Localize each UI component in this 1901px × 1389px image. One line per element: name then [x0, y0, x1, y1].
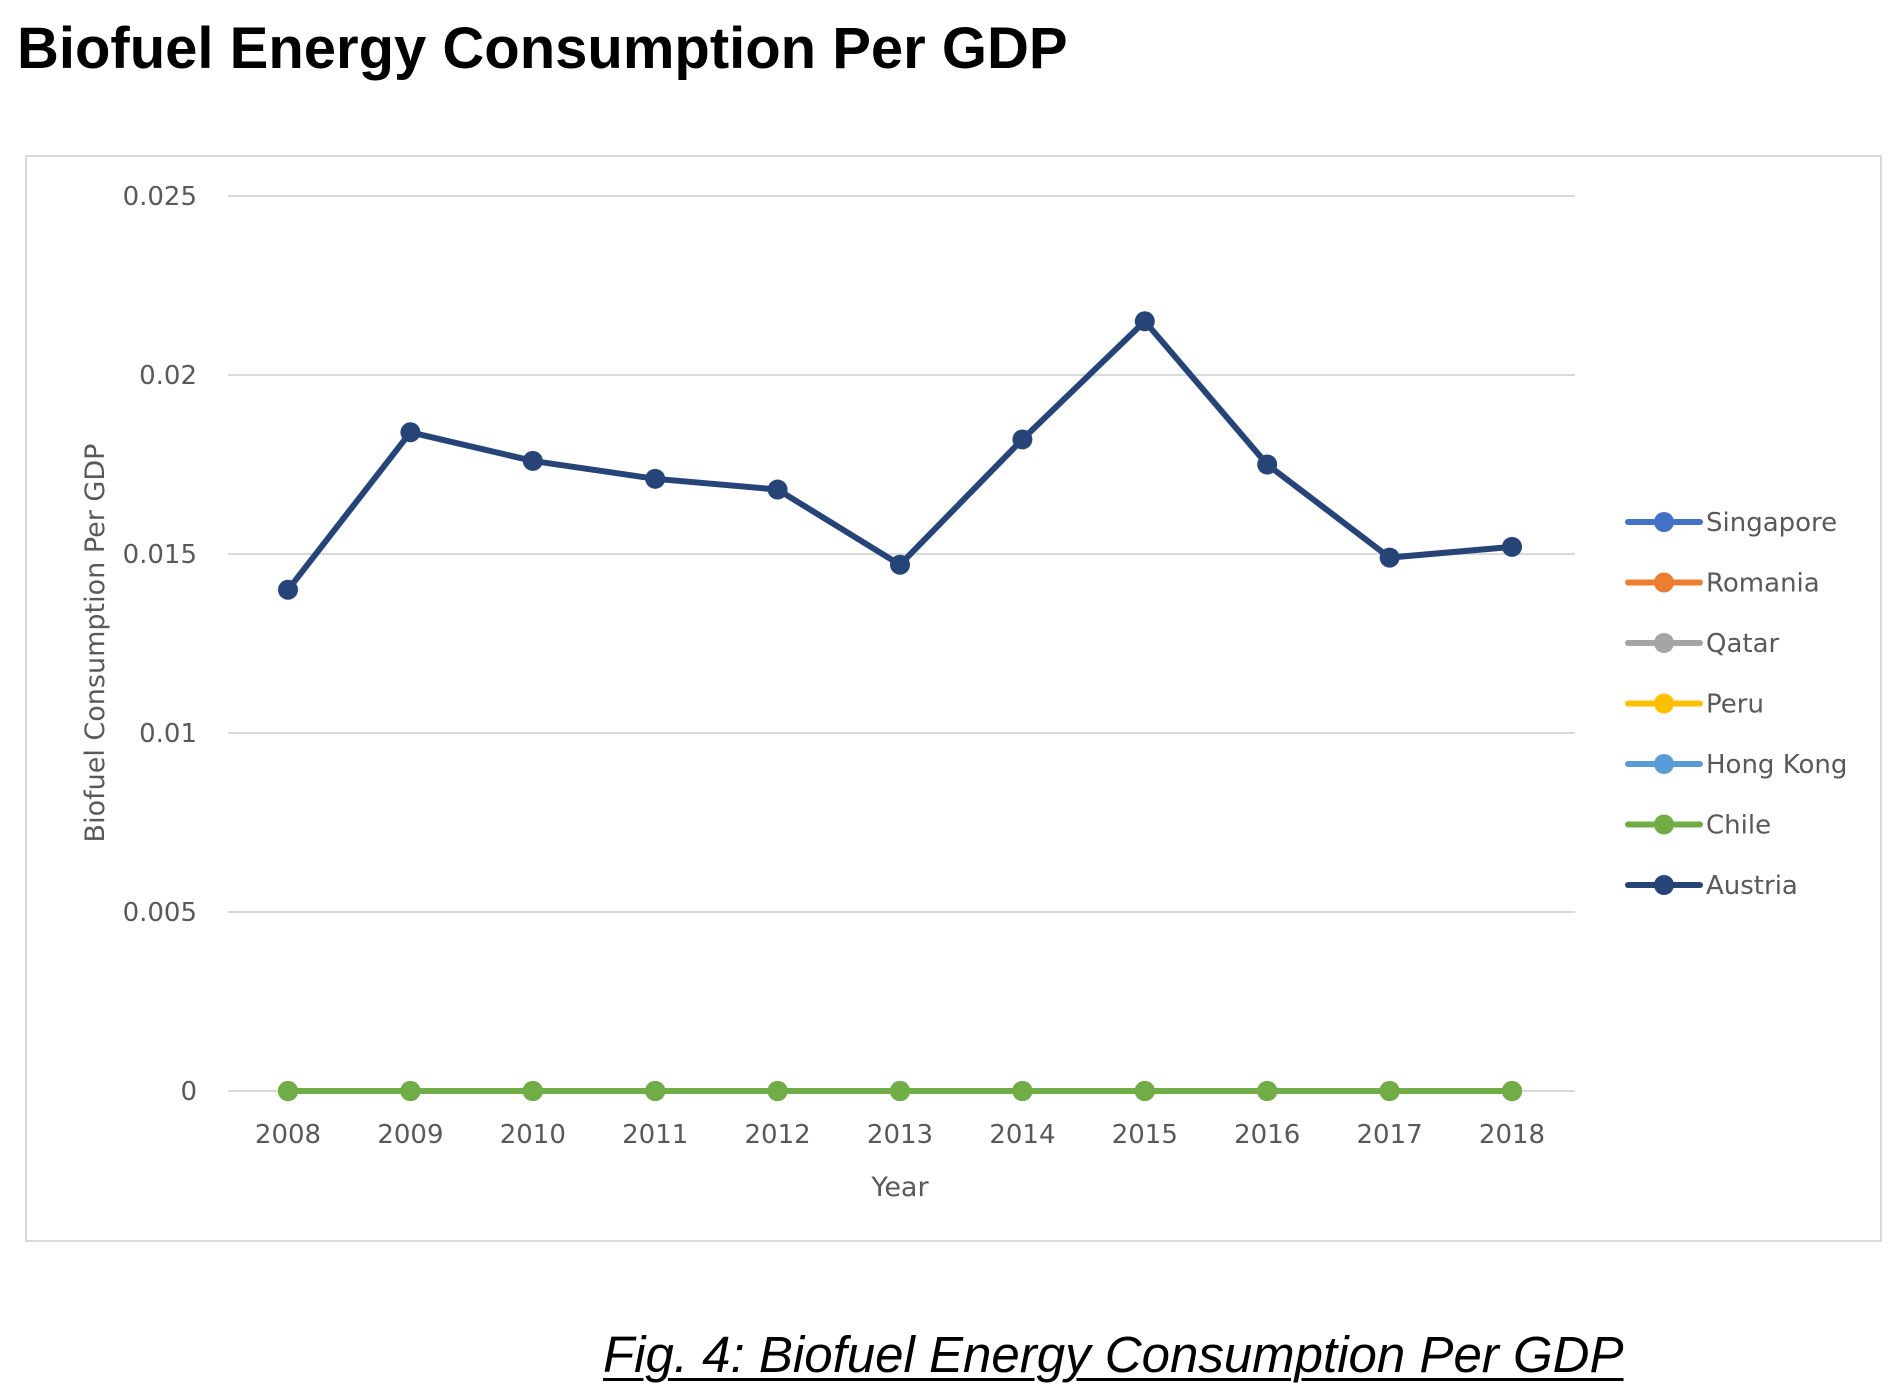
data-point	[278, 579, 298, 600]
legend-label: Singapore	[1706, 508, 1837, 538]
x-tick-label: 2011	[622, 1120, 688, 1150]
data-point	[890, 554, 910, 575]
legend-item: Hong Kong	[1625, 750, 1847, 780]
legend-item: Singapore	[1625, 508, 1837, 538]
y-axis-title: Biofuel Consumption Per GDP	[80, 444, 111, 843]
legend-item: Peru	[1625, 690, 1764, 720]
legend-label: Chile	[1706, 811, 1771, 841]
data-point	[1379, 547, 1400, 568]
legend-marker	[1654, 754, 1674, 774]
y-tick-label: 0.01	[139, 719, 197, 749]
legend: Singapore Romania Qatar Peru Hong Kong Chile A…	[1625, 508, 1847, 901]
data-point	[645, 1081, 666, 1101]
legend-label: Hong Kong	[1706, 750, 1847, 780]
data-point	[1012, 429, 1033, 450]
x-tick-label: 2009	[377, 1120, 443, 1150]
legend-marker	[1654, 633, 1674, 653]
x-tick-label: 2010	[500, 1120, 566, 1150]
legend-item: Qatar	[1625, 629, 1780, 659]
plot-series	[278, 311, 1522, 1101]
data-point	[522, 1081, 543, 1101]
series-austria	[278, 311, 1522, 600]
legend-marker	[1654, 875, 1674, 895]
y-tick-label: 0.015	[123, 540, 197, 570]
data-point	[1257, 454, 1278, 475]
legend-label: Peru	[1706, 690, 1764, 720]
data-point	[1502, 1081, 1522, 1101]
data-point	[400, 1081, 421, 1101]
data-point	[767, 1081, 788, 1101]
x-tick-label: 2018	[1479, 1120, 1545, 1150]
chart-area	[25, 155, 1882, 1242]
y-tick-label: 0.02	[139, 361, 197, 391]
x-tick-label: 2008	[255, 1120, 321, 1150]
data-point	[1379, 1081, 1400, 1101]
x-tick-label: 2016	[1234, 1120, 1300, 1150]
y-tick-label: 0.005	[123, 898, 197, 928]
data-point	[1012, 1081, 1033, 1101]
legend-label: Austria	[1706, 871, 1798, 901]
series-chile	[278, 1081, 1522, 1101]
data-point	[1134, 1081, 1155, 1101]
legend-marker	[1654, 814, 1674, 835]
x-tick-label: 2015	[1112, 1120, 1178, 1150]
data-point	[1502, 536, 1522, 557]
gridlines	[228, 195, 1575, 1092]
legend-marker	[1654, 512, 1674, 532]
data-point	[278, 1081, 298, 1101]
data-point	[1257, 1081, 1278, 1101]
legend-item: Romania	[1625, 569, 1820, 599]
x-axis-ticks: 2008 2009 2010 2011 2012 2013 2014 2015 2016 2017…	[255, 1120, 1545, 1150]
legend-label: Romania	[1706, 569, 1820, 599]
series-line	[285, 318, 1515, 593]
figure-caption: Fig. 4: Biofuel Energy Consumption Per G…	[603, 1326, 1624, 1383]
data-point	[890, 1081, 910, 1101]
legend-marker	[1654, 572, 1674, 593]
y-tick-label: 0.025	[123, 182, 197, 212]
legend-item: Austria	[1625, 871, 1798, 901]
x-axis-title: Year	[870, 1172, 929, 1203]
data-point	[522, 450, 543, 471]
x-tick-label: 2012	[745, 1120, 811, 1150]
legend-marker	[1654, 693, 1674, 714]
data-point	[767, 479, 788, 500]
x-tick-label: 2014	[989, 1120, 1055, 1150]
data-point	[400, 422, 421, 443]
data-point	[1134, 311, 1155, 332]
legend-item: Chile	[1625, 811, 1771, 841]
page-title: Biofuel Energy Consumption Per GDP	[17, 16, 1068, 81]
data-point	[645, 468, 666, 489]
legend-label: Qatar	[1706, 629, 1780, 659]
y-tick-label: 0	[180, 1077, 197, 1107]
y-axis-ticks: 0 0.005 0.01 0.015 0.02 0.025	[123, 182, 197, 1107]
x-tick-label: 2017	[1357, 1120, 1423, 1150]
x-tick-label: 2013	[867, 1120, 933, 1150]
